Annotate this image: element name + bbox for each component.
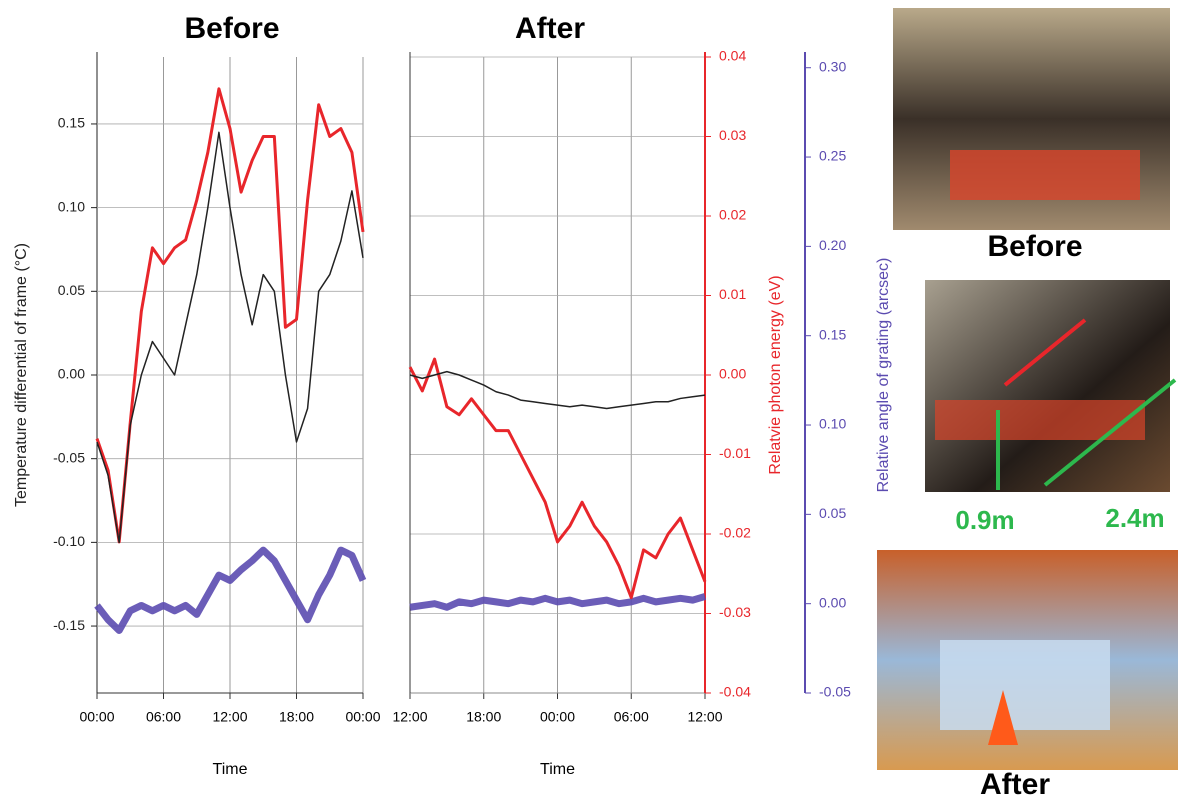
photo-caption: Before	[987, 230, 1082, 263]
photo-detail	[935, 400, 1145, 440]
x-tick-label: 00:00	[345, 709, 380, 725]
chart-title: After	[515, 12, 585, 45]
y-tick-label: -0.05	[819, 684, 851, 700]
y-tick-label: -0.02	[719, 525, 751, 541]
figure: Before 0.9m 2.4m After Before Time 00:00 06…	[0, 0, 1186, 800]
y-tick-label: 0.00	[819, 594, 846, 610]
y-tick-label: 0.00	[58, 366, 85, 382]
x-tick-label: 00:00	[79, 709, 114, 725]
chart-title: Before	[184, 12, 279, 45]
x-tick-label: 18:00	[466, 709, 501, 725]
x-axis-title: Time	[213, 761, 248, 778]
y-tick-label: -0.03	[719, 604, 751, 620]
photo-caption: After	[980, 768, 1050, 800]
y-tick-label: -0.10	[53, 533, 85, 549]
x-tick-label: 18:00	[279, 709, 314, 725]
y-tick-label: -0.04	[719, 684, 751, 700]
x-tick-label: 06:00	[146, 709, 181, 725]
x-axis-title: Time	[540, 761, 575, 778]
y-tick-label: 0.04	[719, 48, 746, 64]
y-tick-label: 0.05	[819, 505, 846, 521]
dimension-label: 2.4m	[1105, 503, 1164, 533]
y-tick-label: 0.01	[719, 286, 746, 302]
axis-title: Temperature differential of frame (°C)	[13, 243, 30, 507]
photo-dimensions	[925, 280, 1170, 492]
y-tick-label: -0.05	[53, 449, 85, 465]
axis-title: Relatvie photon energy (eV)	[767, 275, 784, 474]
y-tick-label: 0.10	[58, 198, 85, 214]
axis-title: Relative angle of grating (arcsec)	[875, 258, 892, 493]
y-tick-label: 0.03	[719, 127, 746, 143]
y-tick-label: 0.15	[819, 326, 846, 342]
x-tick-label: 12:00	[212, 709, 247, 725]
x-tick-label: 00:00	[540, 709, 575, 725]
y-tick-label: 0.10	[819, 416, 846, 432]
photo-detail	[950, 150, 1140, 200]
y-tick-label: 0.30	[819, 58, 846, 74]
y-tick-label: 0.02	[719, 207, 746, 223]
dimension-label: 0.9m	[955, 505, 1014, 535]
y-tick-label: -0.15	[53, 617, 85, 633]
y-tick-label: -0.01	[719, 445, 751, 461]
y-tick-label: 0.05	[58, 282, 85, 298]
x-tick-label: 12:00	[392, 709, 427, 725]
y-tick-label: 0.20	[819, 237, 846, 253]
y-tick-label: 0.15	[58, 115, 85, 131]
photo-detail	[940, 640, 1110, 730]
y-tick-label: 0.00	[719, 366, 746, 382]
y-tick-label: 0.25	[819, 148, 846, 164]
x-tick-label: 12:00	[687, 709, 722, 725]
x-tick-label: 06:00	[614, 709, 649, 725]
